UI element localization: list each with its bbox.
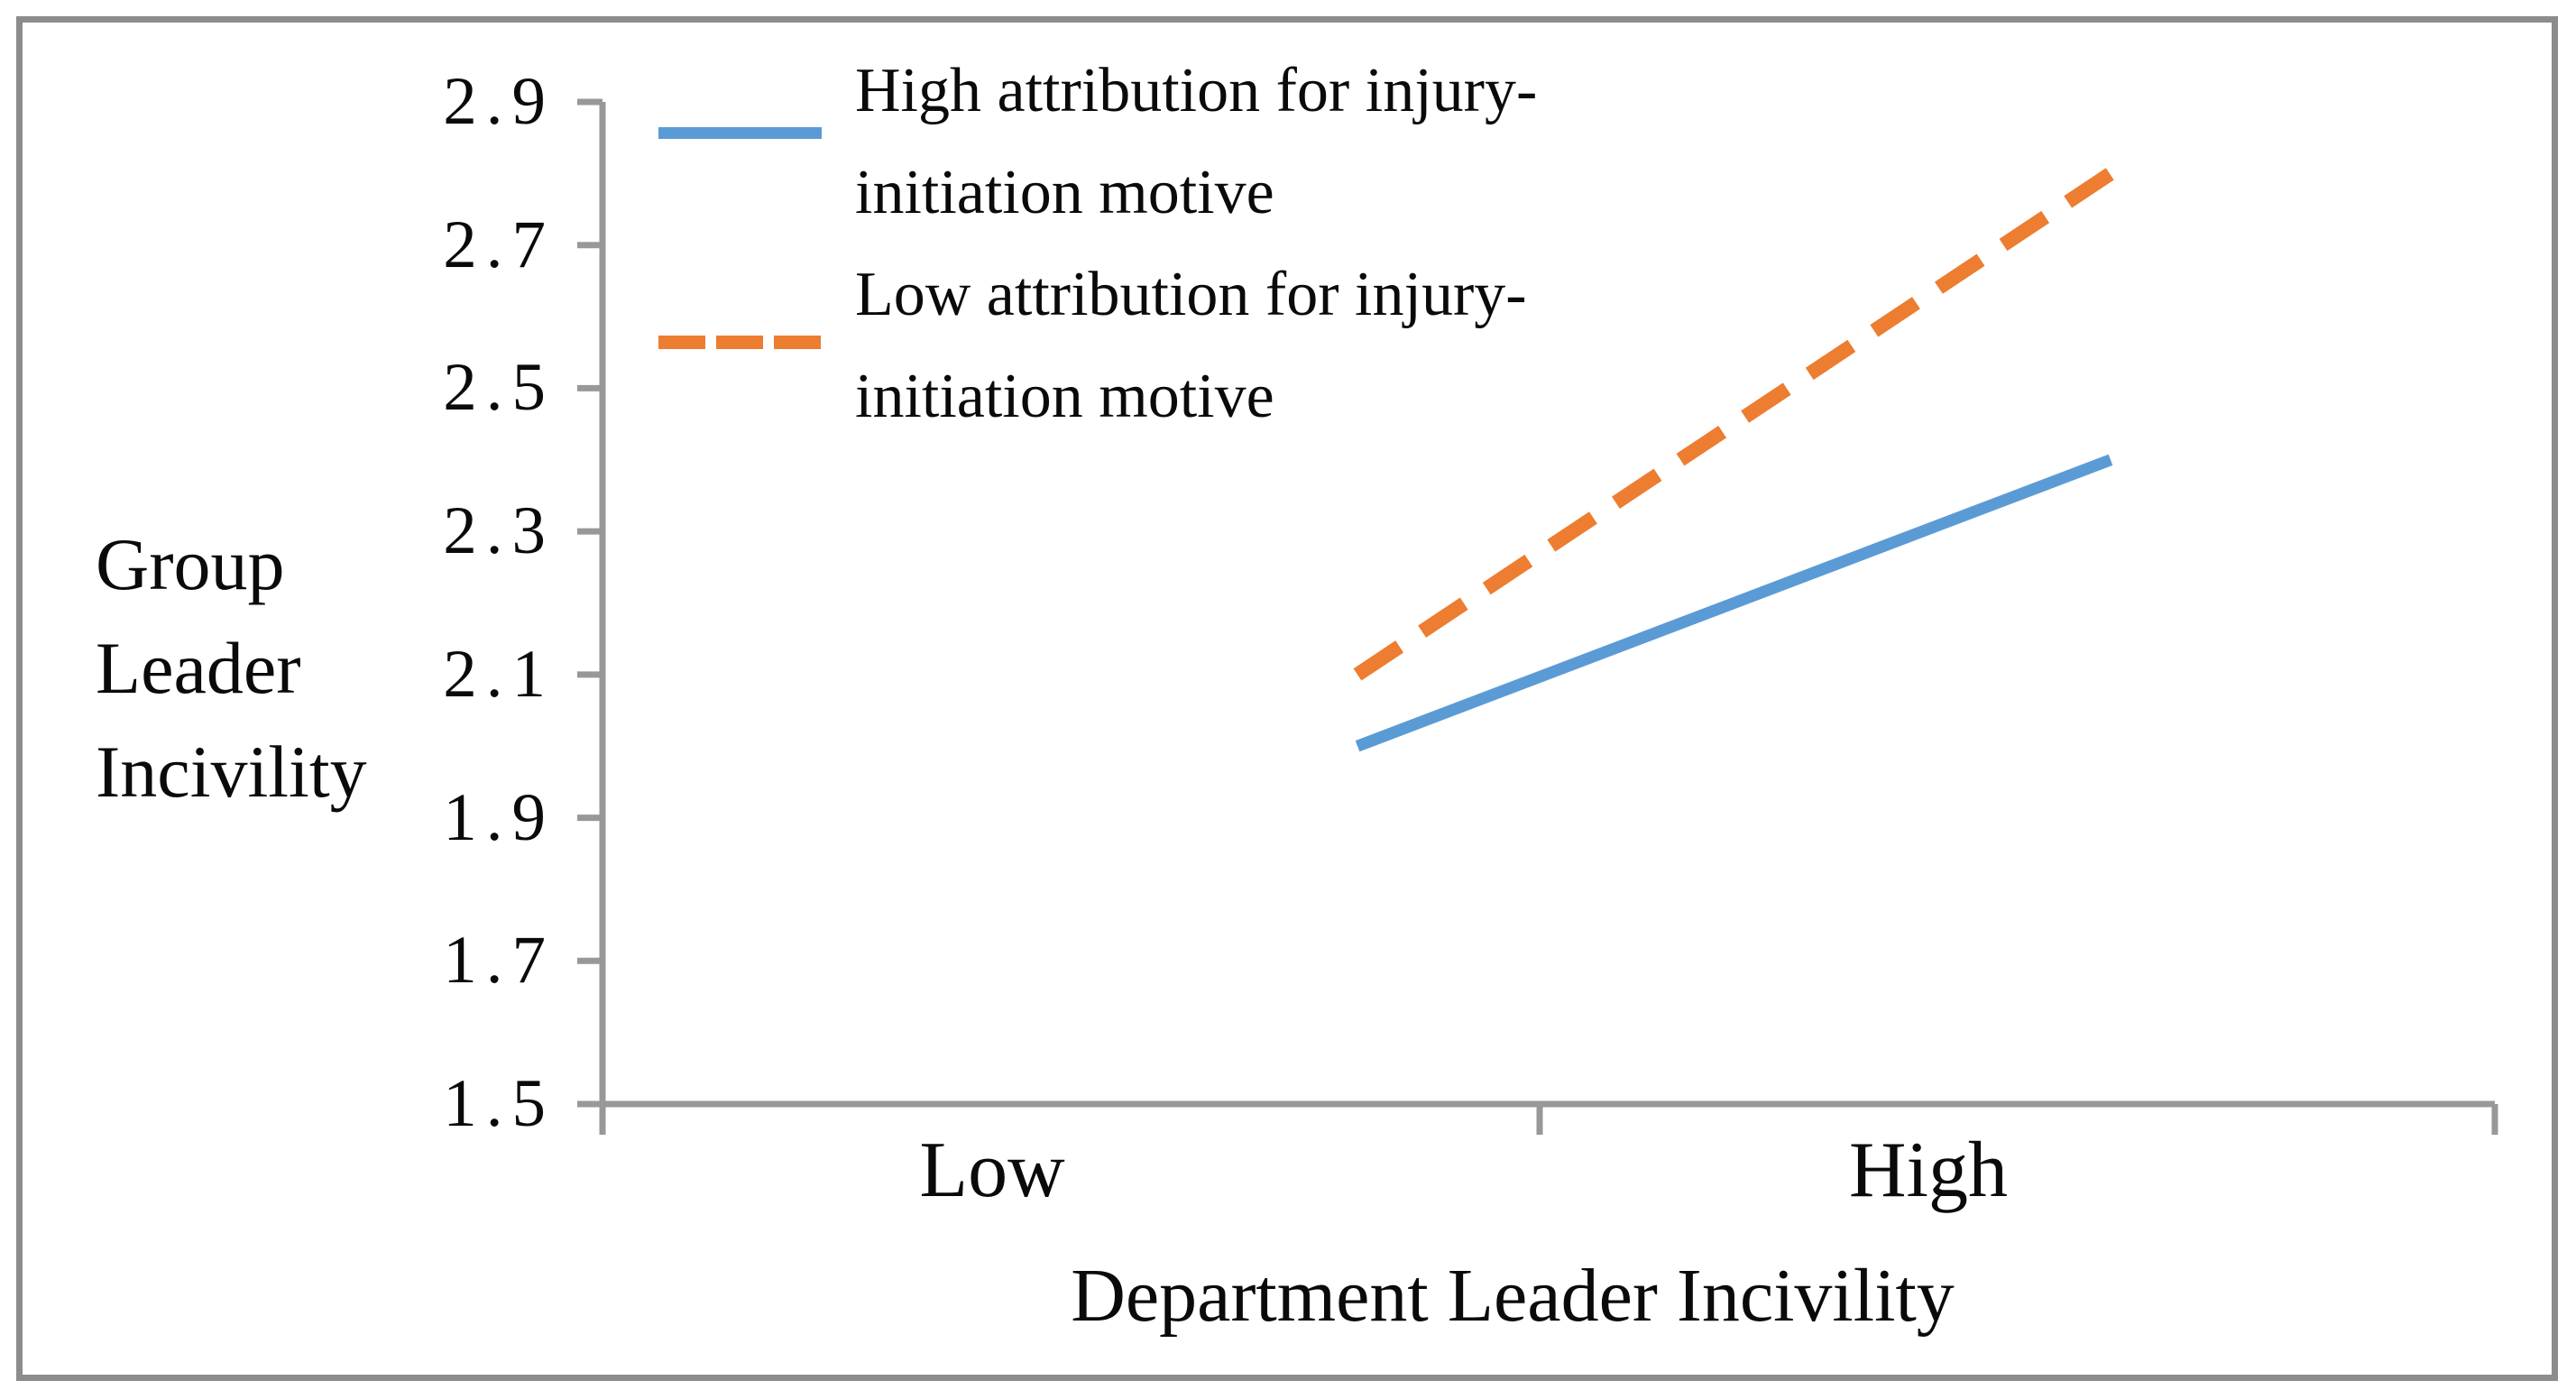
legend-label-high-attribution: High attribution for injury- initiation … bbox=[855, 56, 1538, 227]
chart-border bbox=[16, 16, 2558, 1381]
y-tick-label: 2.7 bbox=[443, 207, 555, 282]
y-tick-label: 2.5 bbox=[443, 350, 555, 426]
legend-label-low-attribution: Low attribution for injury- initiation m… bbox=[855, 260, 1527, 431]
y-tick-label: 1.9 bbox=[443, 779, 555, 855]
y-tick-label: 2.1 bbox=[443, 636, 555, 712]
x-tick-label-high: High bbox=[1849, 1127, 2008, 1214]
series-line-high-attribution bbox=[1355, 454, 2113, 752]
x-axis-title: Department Leader Incivility bbox=[1071, 1254, 1955, 1338]
x-tick-label-low: Low bbox=[919, 1127, 1065, 1214]
data-series-lines bbox=[1353, 167, 2115, 752]
y-tick-label: 1.5 bbox=[443, 1066, 555, 1141]
legend-swatch-solid-line bbox=[658, 127, 822, 139]
y-tick-label: 2.9 bbox=[443, 64, 555, 139]
y-tick-label: 1.7 bbox=[443, 923, 555, 999]
axes-lines bbox=[577, 98, 2498, 1135]
y-axis-title: Group Leader Incivility bbox=[96, 523, 367, 813]
y-tick-label: 2.3 bbox=[443, 493, 555, 569]
legend-swatch-dashed-line bbox=[658, 336, 822, 349]
